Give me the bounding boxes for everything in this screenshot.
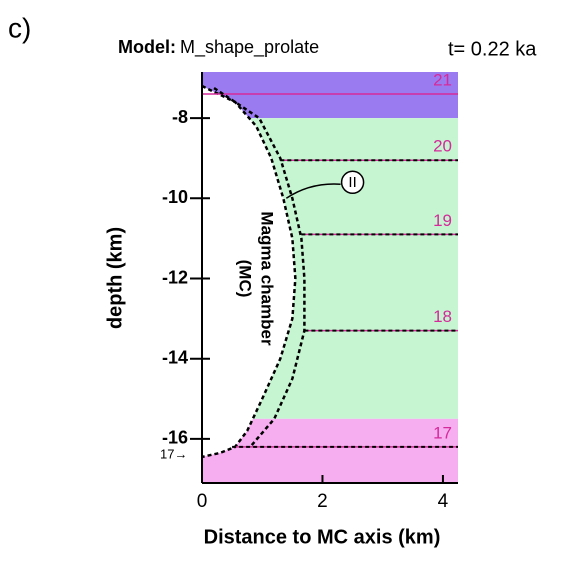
y-tick-label: -12 <box>162 267 188 287</box>
marker-label: II <box>348 174 356 191</box>
x-tick-label: 4 <box>438 491 449 512</box>
y-tick-label: -8 <box>172 107 188 127</box>
chamber-label-line: (MC) <box>236 260 255 298</box>
y-tick-label: -14 <box>162 347 188 367</box>
panel-label: c) <box>8 12 31 43</box>
layer-label: 21 <box>433 71 452 90</box>
chamber-label-line: Magma chamber <box>258 211 277 346</box>
side-label: 17→ <box>160 446 187 461</box>
x-axis-label: Distance to MC axis (km) <box>204 526 441 548</box>
layer-label: 18 <box>433 307 452 326</box>
layer-label: 19 <box>433 211 452 230</box>
model-label: Model: <box>118 37 176 57</box>
y-axis-label: depth (km) <box>104 227 126 329</box>
layer-label: 17 <box>433 423 452 442</box>
x-tick-label: 0 <box>197 491 208 512</box>
chart: c) Model: M_shape_prolate t= 0.22 ka Dis… <box>0 0 576 556</box>
x-tick-label: 2 <box>317 491 328 512</box>
time-label: t= 0.22 ka <box>448 38 537 60</box>
model-name: M_shape_prolate <box>180 37 319 58</box>
y-tick-label: -10 <box>162 187 188 207</box>
layer-label: 20 <box>433 137 452 156</box>
y-tick-label: -16 <box>162 428 188 448</box>
